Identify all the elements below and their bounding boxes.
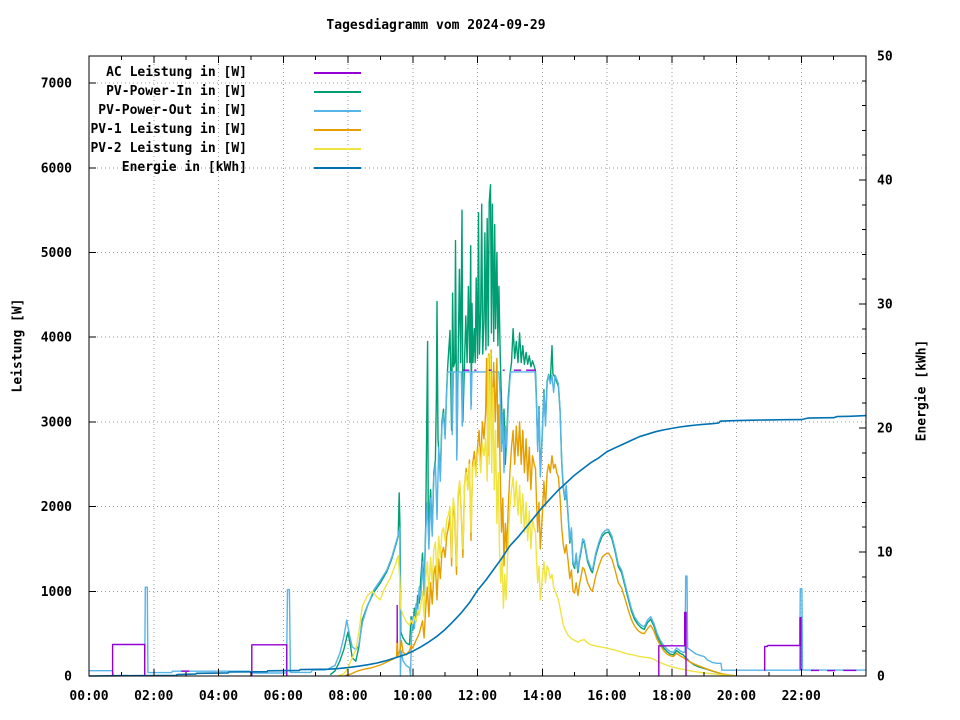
chart-title: Tagesdiagramm vom 2024-09-29 [326, 18, 546, 33]
x-tick-label: 00:00 [69, 689, 108, 704]
legend-line-sample [314, 128, 361, 131]
x-tick-label: 02:00 [134, 689, 173, 704]
axis-ticks [88, 55, 866, 677]
y-left-tick-label: 0 [64, 670, 72, 685]
x-tick-label: 10:00 [393, 689, 432, 704]
x-tick-label: 18:00 [652, 689, 691, 704]
y-left-tick-label: 5000 [41, 246, 72, 261]
legend-item-energie: Energie in [kWh] [0, 158, 380, 177]
y-left-tick-label: 7000 [41, 77, 72, 92]
series-pv-power-in-in-w [329, 183, 735, 677]
y-left-tick-label: 6000 [41, 161, 72, 176]
series-energie-in-kwh [88, 414, 867, 677]
x-tick-label: 06:00 [264, 689, 303, 704]
legend-item-pv-power-out: PV-Power-Out in [W] [0, 101, 380, 120]
legend-label: PV-2 Leistung in [W] [90, 141, 247, 156]
series-pv-power-out-in-w [89, 371, 866, 677]
x-tick-label: 14:00 [523, 689, 562, 704]
y-right-tick-label: 30 [877, 298, 893, 313]
legend-label: PV-Power-In in [W] [106, 84, 247, 99]
x-tick-label: 20:00 [717, 689, 756, 704]
y-left-tick-label: 1000 [41, 585, 72, 600]
legend-line-sample [314, 166, 361, 169]
legend-line-sample [314, 147, 361, 150]
legend-label: PV-1 Leistung in [W] [90, 122, 247, 137]
legend-line-sample [314, 109, 361, 112]
x-tick-label: 16:00 [587, 689, 626, 704]
series-pv-1-leistung-in-w [344, 349, 734, 677]
y-right-tick-label: 0 [877, 670, 885, 685]
axis-tick-labels: 00:00 02:00 04:00 06:00 08:00 10:00 12:00 14:00… [41, 50, 893, 705]
x-tick-label: 08:00 [328, 689, 367, 704]
legend-line-sample [314, 71, 361, 74]
x-tick-label: 22:00 [782, 689, 821, 704]
x-tick-label: 12:00 [458, 689, 497, 704]
legend-item-pv2-leistung: PV-2 Leistung in [W] [0, 139, 380, 158]
y-left-tick-label: 2000 [41, 500, 72, 515]
legend-item-pv-power-in: PV-Power-In in [W] [0, 82, 380, 101]
legend-line-sample [314, 90, 361, 93]
y-right-tick-label: 40 [877, 174, 893, 189]
y-right-tick-label: 20 [877, 422, 893, 437]
y-right-tick-label: 50 [877, 50, 893, 65]
legend-label: Energie in [kWh] [121, 160, 247, 175]
x-tick-label: 04:00 [199, 689, 238, 704]
y-left-tick-label: 3000 [41, 415, 72, 430]
legend-item-ac-leistung: AC Leistung in [W] [0, 63, 380, 82]
series-pv-2-leistung-in-w [338, 351, 737, 677]
y-right-tick-label: 10 [877, 546, 893, 561]
legend-item-pv1-leistung: PV-1 Leistung in [W] [0, 120, 380, 139]
legend-label: PV-Power-Out in [W] [98, 103, 247, 118]
legend-label: AC Leistung in [W] [106, 65, 247, 80]
y-left-tick-label: 4000 [41, 331, 72, 346]
legend: AC Leistung in [W] PV-Power-In in [W] PV… [0, 63, 380, 177]
series-ac-leistung-in-w [111, 369, 857, 676]
